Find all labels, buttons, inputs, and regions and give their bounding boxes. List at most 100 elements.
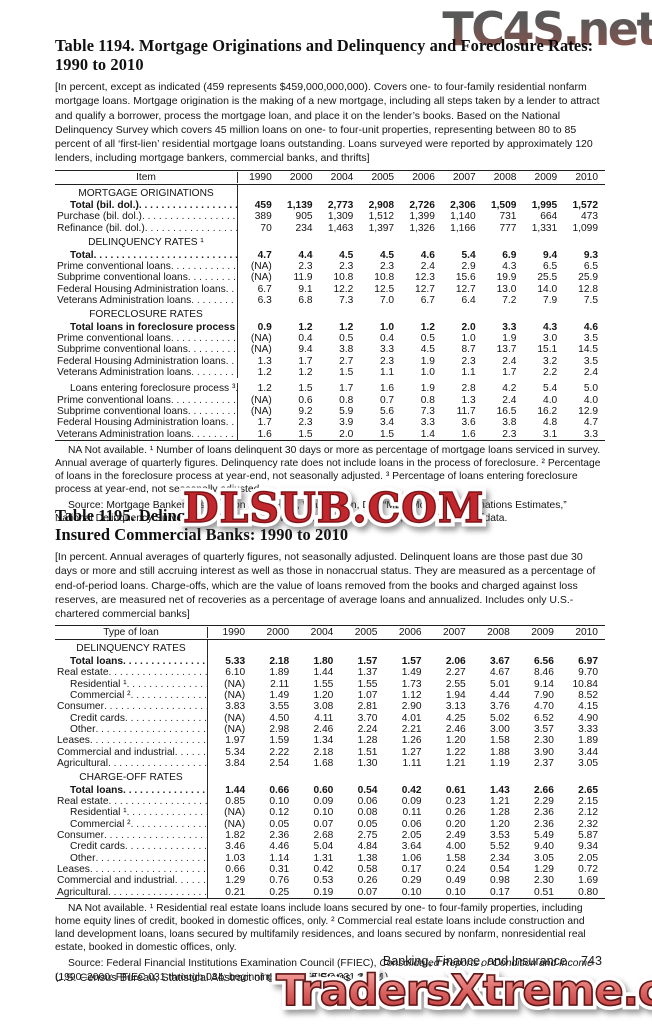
table-1195-title-line2: Insured Commercial Banks: 1990 to 2010 (55, 525, 349, 544)
table-row: Veterans Administration loans 1.2 1.2 1.5 1.… (55, 366, 605, 379)
cell-value: 3.57 (534, 723, 554, 735)
cell-value: 1.44 (225, 784, 246, 796)
cell-value: 1.1 (461, 366, 476, 378)
cell-value: 0.12 (269, 807, 290, 819)
cell-value: 2.21 (401, 723, 422, 735)
cell-value: 1.5 (379, 428, 395, 440)
cell-value: 2.0 (339, 428, 354, 440)
cell-value: 664 (540, 211, 558, 223)
table-row: Refinance (bil. dol.) 70 234 1,463 1,397 1,32… (55, 222, 605, 235)
cell-value: 1.7 (298, 355, 313, 367)
source-text-post: (1990–2000: FFIEC 031 through 034; begin… (55, 971, 392, 983)
table-row: Total loans 5.33 2.18 1.80 1.57 1.57 2.06 3.67 6… (55, 655, 605, 668)
table-1194-title-line2: 1990 to 2010 (55, 55, 144, 74)
cell-value: 1.44 (313, 667, 334, 679)
table-row: Credit cards (NA) 4.50 4.11 3.70 4.01 4.25 5.02… (55, 712, 605, 724)
row-label: Total (bil. dol.) (70, 200, 139, 212)
cell-value: 3.53 (489, 829, 510, 841)
year-header: 2000 (289, 171, 313, 183)
cell-value: 4.84 (357, 841, 378, 853)
dot-leader (171, 261, 237, 272)
cell-value: 4.90 (578, 712, 598, 724)
cell-value: 2.11 (270, 678, 290, 690)
cell-value: 2.68 (313, 829, 334, 841)
table-1195-title-right: ans at (442, 506, 485, 525)
cell-value: 0.09 (401, 795, 422, 807)
cell-value: 1.89 (269, 667, 290, 679)
cell-value: 1.51 (357, 746, 378, 758)
dot-leader (123, 656, 207, 667)
dot-leader (171, 333, 237, 344)
row-label: Total loans (70, 784, 124, 796)
row-label: Credit cards (70, 841, 125, 853)
dot-leader (123, 785, 207, 796)
dot-leader (127, 807, 207, 818)
row-label: Federal Housing Administration loans (57, 283, 226, 295)
cell-value: 1.94 (445, 689, 466, 701)
cell-value: 9.40 (534, 841, 554, 853)
cell-value: 5.01 (489, 678, 510, 690)
row-label: Subprime conventional loans (57, 344, 188, 356)
year-header: 2005 (371, 171, 395, 183)
cell-value: 1,099 (572, 222, 599, 234)
cell-value: 4.25 (445, 712, 466, 724)
table-row: Agricultural 3.84 2.54 1.68 1.30 1.11 1.21 1.19… (55, 757, 605, 770)
cell-value: 10.8 (333, 272, 354, 284)
year-header: 2005 (354, 627, 378, 639)
dot-leader (125, 841, 207, 852)
cell-value: 1.9 (420, 355, 435, 367)
cell-value: 2.3 (298, 417, 313, 429)
cell-value: 4.4 (298, 249, 313, 261)
cell-value: 1.7 (339, 383, 354, 395)
dlsub-watermark-outline: DLSUB.COM (178, 480, 487, 537)
cell-value: 0.54 (489, 864, 510, 876)
cell-value: 2.90 (401, 701, 422, 713)
cell-value: 2.4 (502, 394, 517, 406)
cell-value: 459 (254, 200, 272, 212)
cell-value: 2.3 (298, 260, 313, 272)
cell-value: 5.04 (313, 841, 334, 853)
cell-value: 4.5 (420, 344, 435, 356)
cell-value: 4.50 (269, 712, 290, 724)
cell-value: 0.58 (357, 864, 378, 876)
cell-value: 3.83 (225, 701, 246, 713)
cell-value: 1.0 (420, 366, 435, 378)
cell-value: 12.8 (578, 283, 598, 295)
cell-value: 2.98 (269, 723, 290, 735)
cell-value: 1,331 (531, 222, 558, 234)
cell-value: 0.25 (269, 886, 290, 898)
table-1194-footnote: NA Not available. ¹ Number of loans deli… (55, 445, 601, 496)
source-text-italic: Consolidated Reports of Condition and In… (379, 958, 593, 970)
table-row: Credit cards 3.46 4.46 5.04 4.84 3.64 4.00 5.52… (55, 841, 605, 853)
dlsub-watermark-text: DLSUB.COM (182, 483, 485, 532)
cell-value: 9.70 (578, 667, 598, 679)
cell-value: 2.9 (461, 260, 476, 272)
cell-value: 2.05 (578, 852, 598, 864)
cell-value: 1,572 (572, 200, 599, 212)
tradersxtreme-watermark-text: TradersXtreme.com (275, 965, 652, 1017)
row-label: Residential ¹ (70, 678, 127, 690)
cell-value: 2.0 (461, 321, 476, 333)
table-row: Federal Housing Administration loans 6.7 9… (55, 283, 605, 295)
cell-value: 2.29 (534, 795, 554, 807)
cell-value: 12.7 (455, 283, 476, 295)
cell-value: (NA) (250, 394, 272, 406)
cell-value: 1.1 (379, 366, 395, 378)
dot-leader (94, 250, 237, 261)
cell-value: 1.5 (298, 383, 313, 395)
section-header: CHARGE-OFF RATES (79, 772, 183, 784)
cell-value: 2.06 (445, 655, 466, 667)
cell-value: 1.3 (461, 394, 476, 406)
cell-value: 0.26 (357, 875, 378, 887)
row-label: Other (70, 852, 96, 864)
table-row: Other 1.03 1.14 1.31 1.38 1.06 1.58 2.34 3.05 2.0… (55, 852, 605, 865)
cell-value: 2.4 (420, 260, 435, 272)
year-header: 2000 (266, 627, 290, 639)
cell-value: 1,140 (450, 211, 476, 223)
cell-value: 2.22 (269, 746, 290, 758)
table-row: Subprime conventional loans (NA) 9.4 3.8 3.3… (55, 344, 605, 356)
cell-value: 1.28 (489, 807, 510, 819)
cell-value: (NA) (224, 723, 246, 735)
section-header: FORECLOSURE RATES (89, 309, 203, 321)
